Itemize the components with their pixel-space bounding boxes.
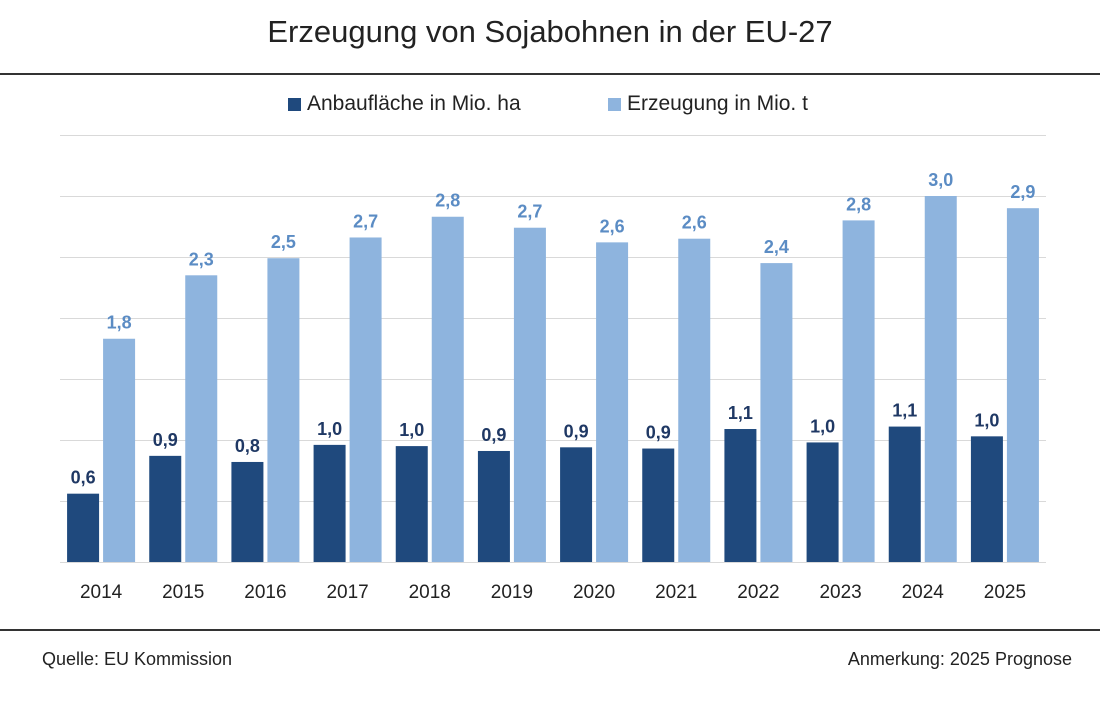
x-tick-label: 2015 — [162, 582, 204, 603]
data-label-production: 3,0 — [928, 170, 953, 190]
data-label-production: 2,7 — [517, 202, 542, 222]
data-label-production: 2,4 — [764, 237, 789, 257]
bar-area — [231, 461, 264, 562]
bar-production — [267, 258, 300, 562]
chart-title: Erzeugung von Sojabohnen in der EU-27 — [267, 14, 833, 49]
bar-area — [724, 429, 757, 562]
bar-production — [596, 242, 629, 563]
data-label-area: 1,0 — [317, 419, 342, 439]
x-tick-label: 2025 — [984, 582, 1026, 603]
x-tick-label: 2020 — [573, 582, 615, 603]
source-note: Quelle: EU Kommission — [42, 649, 233, 669]
legend-swatch-production — [608, 97, 621, 111]
data-label-production: 2,7 — [353, 211, 378, 231]
bar-area — [642, 448, 675, 562]
data-label-area: 0,9 — [646, 423, 671, 443]
bar-production — [678, 238, 711, 562]
data-label-production: 2,6 — [600, 216, 625, 236]
data-label-area: 0,9 — [481, 425, 506, 445]
bar-production — [349, 237, 382, 563]
bar-area — [477, 450, 510, 562]
data-label-area: 1,0 — [974, 410, 999, 430]
data-label-area: 0,9 — [564, 421, 589, 441]
x-tick-label: 2022 — [737, 582, 779, 603]
bar-production — [924, 196, 957, 562]
x-tick-label: 2018 — [409, 582, 451, 603]
data-label-production: 2,5 — [271, 232, 296, 252]
x-tick-label: 2014 — [80, 582, 123, 603]
bar-chart: 0,6 1,8 2014 0,9 2,3 2015 0,8 2,5 2016 1,0 2,7 2017… — [60, 135, 1046, 603]
data-label-production: 2,9 — [1010, 182, 1035, 202]
legend-item-area: Anbaufläche in Mio. ha — [288, 92, 521, 116]
bar-production — [185, 275, 218, 562]
bar-production — [842, 220, 875, 562]
bar-area — [149, 455, 182, 562]
bar-area — [970, 436, 1003, 562]
data-label-production: 1,8 — [107, 313, 132, 333]
top-divider — [0, 73, 1100, 75]
x-tick-label: 2019 — [491, 582, 533, 603]
bar-production — [103, 338, 136, 562]
bar-area — [67, 493, 100, 562]
data-label-area: 1,1 — [892, 401, 917, 421]
x-tick-label: 2017 — [326, 582, 368, 603]
bar-area — [313, 444, 346, 562]
data-label-area: 1,0 — [399, 420, 424, 440]
legend-item-production: Erzeugung in Mio. t — [608, 92, 808, 116]
legend-label-area: Anbaufläche in Mio. ha — [307, 92, 521, 115]
legend-swatch-area — [288, 97, 301, 111]
data-label-production: 2,6 — [682, 213, 707, 233]
bar-production — [513, 227, 546, 562]
x-tick-label: 2016 — [244, 582, 286, 603]
bar-production — [1006, 208, 1039, 562]
legend-label-production: Erzeugung in Mio. t — [627, 92, 808, 115]
legend: Anbaufläche in Mio. ha Erzeugung in Mio.… — [0, 92, 1100, 122]
bar-area — [888, 426, 921, 562]
forecast-note: Anmerkung: 2025 Prognose — [847, 649, 1072, 669]
bar-area — [395, 446, 428, 562]
data-label-area: 0,9 — [153, 430, 178, 450]
data-label-area: 1,0 — [810, 416, 835, 436]
bar-production — [760, 263, 793, 562]
bottom-divider — [0, 629, 1100, 631]
bar-production — [431, 216, 464, 563]
data-label-area: 1,1 — [728, 403, 753, 423]
bar-area — [806, 442, 839, 562]
data-label-production: 2,3 — [189, 249, 214, 269]
data-label-production: 2,8 — [846, 194, 871, 214]
bar-area — [560, 447, 593, 562]
data-label-area: 0,6 — [71, 468, 96, 488]
x-tick-label: 2023 — [819, 582, 861, 603]
x-tick-label: 2021 — [655, 582, 697, 603]
data-label-area: 0,8 — [235, 436, 260, 456]
x-tick-label: 2024 — [902, 582, 945, 603]
data-label-production: 2,8 — [435, 191, 460, 211]
